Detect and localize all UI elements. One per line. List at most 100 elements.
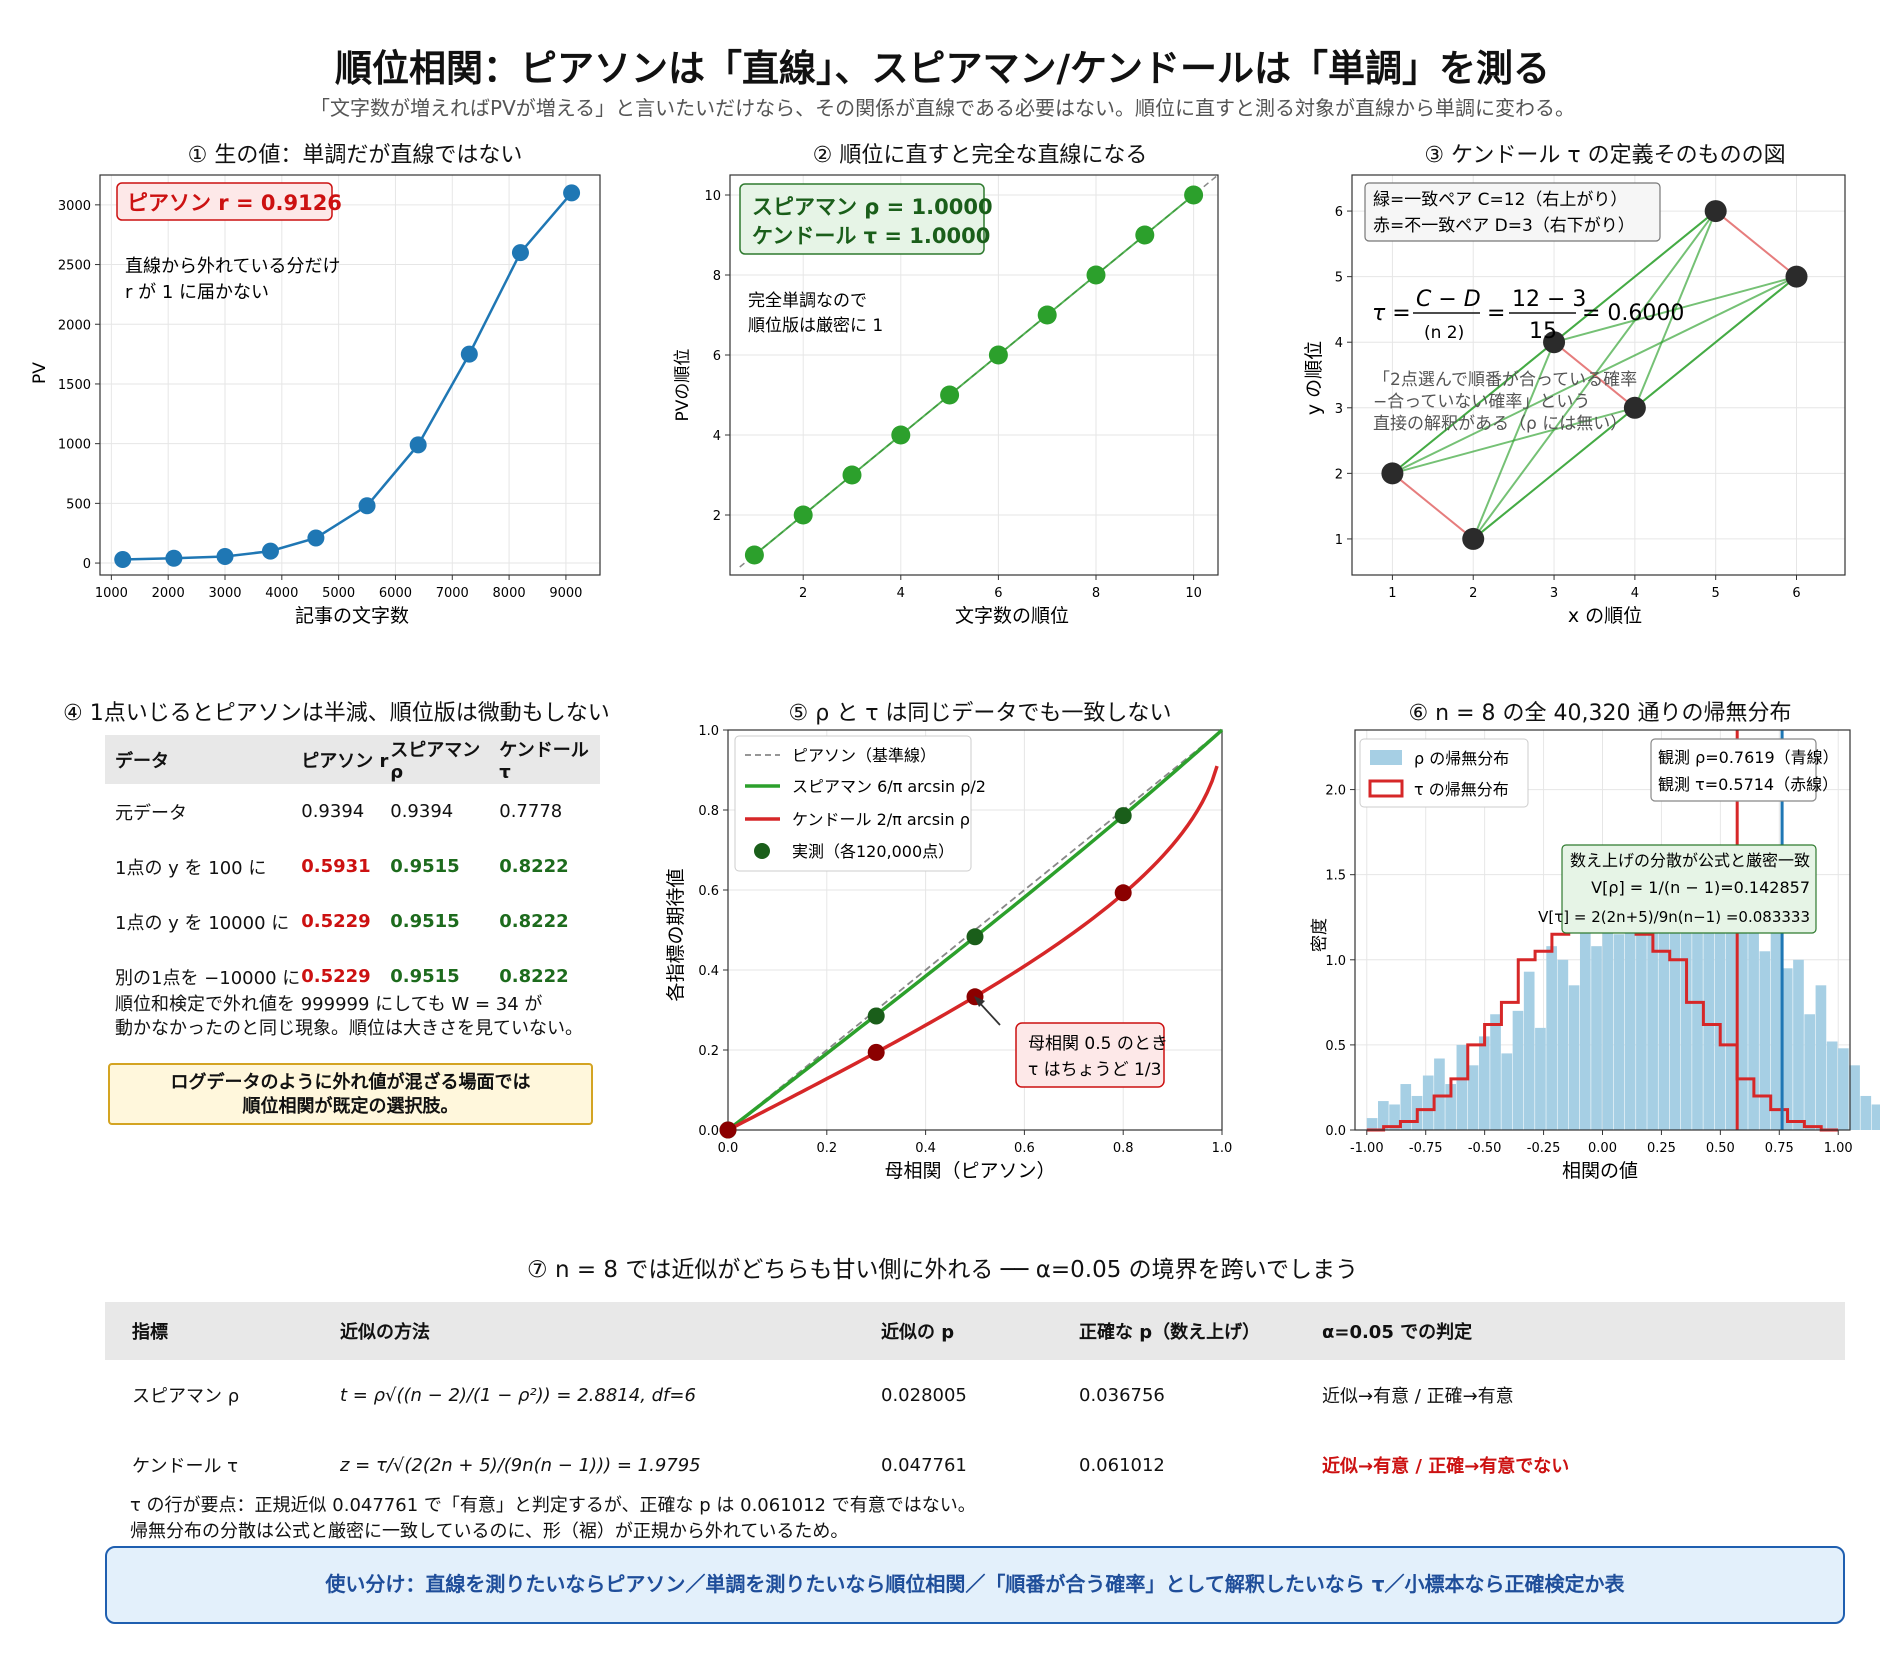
- y-tick-label: 1.5: [1325, 869, 1346, 884]
- table-header: 近似の p: [854, 1302, 1052, 1360]
- p6-axes: -1.00 -0.75 -0.50 -0.25 0.00 0.25 0.50 0.75 1.00…: [1325, 729, 1853, 1156]
- x-tick-label: 6: [994, 586, 1002, 601]
- histogram-bar: [1613, 934, 1625, 1130]
- x-tick-label: 1.0: [1212, 1141, 1233, 1156]
- table-header: 近似の方法: [313, 1302, 854, 1360]
- data-point: [1381, 462, 1404, 485]
- p5-ylabel: 各指標の期待値: [665, 868, 687, 1001]
- p1-ylabel: PV: [30, 362, 50, 384]
- p2-ylabel: PVの順位: [673, 349, 693, 422]
- p3-points: [1381, 200, 1808, 550]
- p3-note-line3: 直接の解釈がある（ρ には無い）: [1373, 414, 1627, 434]
- histogram-bar: [1535, 1027, 1546, 1130]
- histogram-bar: [1647, 925, 1658, 1130]
- page-subtitle: 「文字数が増えればPVが増える」と言いたいだけなら、その関係が直線である必要はな…: [310, 96, 1575, 120]
- data-point: [940, 385, 960, 405]
- histogram-bar: [1748, 900, 1759, 1130]
- y-tick-label: 3000: [58, 199, 91, 214]
- table-row: 別の1点を −10000 に 0.5229 0.9515 0.8222: [105, 949, 600, 1004]
- approximation-table: 指標 近似の方法 近似の p 正確な p（数え上げ） α=0.05 での判定 ス…: [105, 1302, 1845, 1500]
- y-tick-label: 0.6: [698, 884, 719, 899]
- x-tick-label: 1000: [95, 586, 128, 601]
- p5-xlabel: 母相関（ピアソン）: [884, 1160, 1055, 1182]
- discordant-pair: [1391, 472, 1474, 540]
- y-tick-label: 1.0: [698, 724, 719, 739]
- y-tick-label: 2: [713, 509, 721, 524]
- chart-panel5: 0.0 0.2 0.4 0.6 0.8 1.0 0.0 0.2 0.4 0.6 0.8 1.0 ピアソ…: [665, 724, 1232, 1182]
- histogram-bar: [1860, 1095, 1872, 1130]
- table-cell: z = τ/√(2(2n + 5)/(9n(n − 1))) = 1.9795: [340, 1454, 701, 1476]
- observed-point: [1114, 807, 1132, 825]
- chart-panel1: 1000 2000 3000 4000 5000 6000 7000 8000 9000 0 500…: [30, 174, 601, 627]
- rank-badge: [739, 183, 985, 255]
- discordant-pair: [1553, 341, 1636, 409]
- table-header: ピアソン r: [301, 735, 391, 784]
- histogram-bar: [1434, 1058, 1445, 1130]
- p5-annotation-line1: 母相関 0.5 のとき: [1028, 1034, 1168, 1054]
- p5-legend: ピアソン（基準線） スピアマン 6/π arcsin ρ/2 ケンドール 2/π…: [734, 735, 986, 872]
- table-cell: 0.9515: [390, 911, 460, 932]
- histogram-bar: [1568, 985, 1580, 1130]
- discordant-pair: [1715, 210, 1798, 278]
- data-point: [1184, 185, 1204, 205]
- y-tick-label: 4: [1335, 336, 1343, 351]
- p1-note-line1: 直線から外れている分だけ: [125, 256, 340, 277]
- table-cell: 1点の y を 100 に: [115, 857, 267, 879]
- y-tick-label: 1000: [58, 438, 91, 453]
- p6-legend-swatch-rho: [1370, 750, 1402, 765]
- footer-summary: 使い分け：直線を測りたいならピアソン／単調を測りたいなら順位相関／「順番が合う確…: [105, 1546, 1845, 1624]
- x-tick-label: 2: [1469, 586, 1477, 601]
- y-tick-label: 10: [704, 189, 721, 204]
- table-cell: 0.8222: [499, 856, 569, 877]
- histogram-bar: [1378, 1101, 1389, 1130]
- formula-lhs: τ =: [1372, 301, 1411, 326]
- concordant-pair: [1633, 210, 1717, 409]
- concordant-pair: [1472, 341, 1555, 540]
- table7-note-line2: 帰無分布の分散は公式と厳密に一致しているのに、形（裾）が正規から外れているため。: [130, 1521, 849, 1542]
- histogram-bar: [1804, 1014, 1816, 1130]
- table-cell: 0.028005: [881, 1384, 967, 1406]
- y-tick-label: 8: [713, 269, 721, 284]
- table-row: スピアマン ρ t = ρ√((n − 2)/(1 − ρ²)) = 2.881…: [105, 1360, 1845, 1430]
- p3-grid: [1352, 175, 1845, 575]
- p1-points: [114, 184, 581, 568]
- panel4-note-line1: 順位和検定で外れ値を 999999 にしても W = 34 が: [115, 994, 543, 1015]
- table-header: α=0.05 での判定: [1295, 1302, 1845, 1360]
- histogram-bar: [1781, 968, 1793, 1130]
- p5-legend-pearson: ピアソン（基準線）: [792, 746, 936, 765]
- y-tick-label: 5: [1335, 271, 1343, 286]
- table-header: スピアマン ρ: [390, 735, 500, 784]
- x-tick-label: 6000: [379, 586, 412, 601]
- y-tick-label: 0: [83, 557, 91, 572]
- histogram-bar: [1871, 1104, 1880, 1130]
- histogram-bar: [1422, 1075, 1434, 1130]
- data-point: [216, 547, 234, 565]
- outlier-table: データ ピアソン r スピアマン ρ ケンドール τ 元データ 0.9394 0…: [105, 735, 600, 1004]
- x-tick-label: 4: [897, 586, 905, 601]
- data-point: [165, 549, 183, 567]
- p5-axes: 0.0 0.2 0.4 0.6 0.8 1.0 0.0 0.2 0.4 0.6 0.8 1.0: [698, 724, 1232, 1156]
- p5-pearson-line: [727, 729, 1223, 1131]
- x-tick-label: 6: [1792, 586, 1800, 601]
- histogram-bar: [1725, 929, 1737, 1130]
- rank-badge-line1: スピアマン ρ = 1.0000: [752, 195, 993, 219]
- y-tick-label: 2.0: [1325, 784, 1346, 799]
- p3-xlabel: x の順位: [1568, 605, 1642, 627]
- p5-annotation-line2: τ はちょうど 1/3: [1028, 1060, 1161, 1080]
- data-point: [460, 345, 478, 363]
- plot-frame: [1351, 174, 1846, 576]
- table-header: ケンドール τ: [499, 735, 600, 784]
- x-tick-label: 1: [1388, 586, 1396, 601]
- table-cell: 0.5229: [301, 966, 371, 987]
- histogram-bar: [1478, 1036, 1490, 1130]
- formula-den2: 15: [1529, 319, 1557, 344]
- histogram-bar: [1490, 1014, 1501, 1130]
- x-tick-label: 0.25: [1647, 1141, 1676, 1156]
- x-tick-label: 5: [1712, 586, 1720, 601]
- y-tick-label: 1: [1335, 533, 1343, 548]
- data-point: [744, 545, 764, 565]
- p6-ylabel: 密度: [1310, 918, 1330, 952]
- x-tick-label: 8000: [493, 586, 526, 601]
- p3-note-line1: 「2点選んで順番が合っている確率: [1373, 370, 1637, 390]
- p2-points: [744, 185, 1204, 565]
